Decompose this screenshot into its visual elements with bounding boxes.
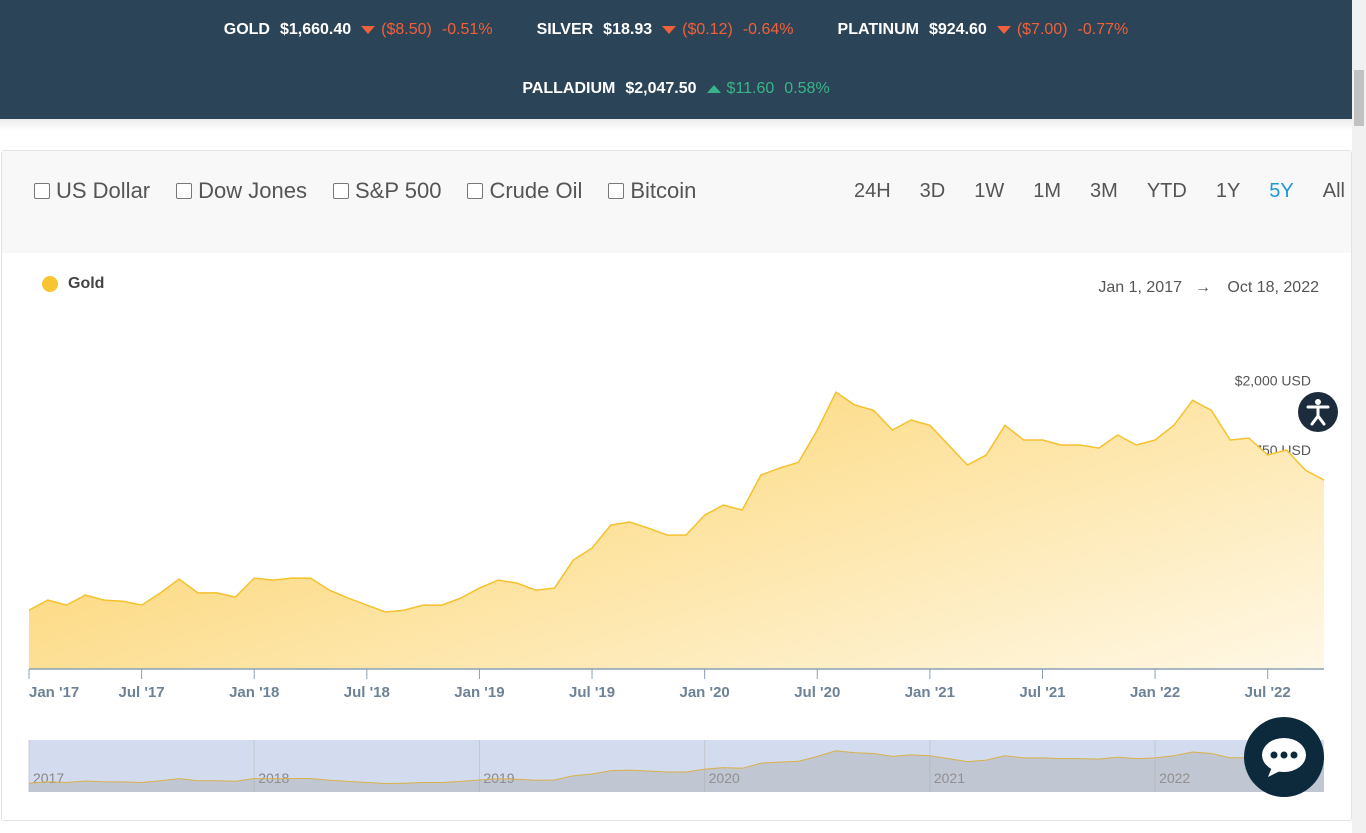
x-tick-label: Jul '21 xyxy=(1019,684,1065,701)
ticker-bar: GOLD $1,660.40 ($8.50) -0.51% SILVER $18.93 ($… xyxy=(0,0,1352,119)
range-button[interactable]: 1Y xyxy=(1215,180,1241,202)
metal-percent: 0.58% xyxy=(784,80,830,97)
x-tick-label: Jan '22 xyxy=(1130,684,1180,701)
navigator-label: 2022 xyxy=(1159,770,1190,786)
ticker-item: GOLD $1,660.40 ($8.50) -0.51% xyxy=(224,21,493,39)
range-button[interactable]: All xyxy=(1322,180,1345,202)
x-tick-label: Jan '17 xyxy=(29,684,79,701)
metal-price: $1,660.40 xyxy=(279,21,352,38)
change-arrow xyxy=(662,26,677,34)
legend-label[interactable]: Gold xyxy=(68,275,104,292)
option-label[interactable]: S&P 500 xyxy=(354,178,442,203)
chat-button[interactable] xyxy=(1242,715,1326,799)
metal-percent: -0.64% xyxy=(742,21,794,38)
scrollbar[interactable] xyxy=(1352,0,1366,833)
header-shadow xyxy=(0,119,1352,131)
ticker-item: PLATINUM $924.60 ($7.00) -0.77% xyxy=(838,21,1129,39)
navigator-label: 2020 xyxy=(709,770,740,786)
compare-option[interactable]: US Dollar xyxy=(34,178,150,204)
x-tick-label: Jan '21 xyxy=(905,684,955,701)
navigator-label: 2019 xyxy=(483,770,514,786)
range-button[interactable]: 24H xyxy=(853,180,891,202)
compare-option[interactable]: Dow Jones xyxy=(176,178,307,204)
checkbox[interactable] xyxy=(34,183,50,199)
legend-dot xyxy=(42,276,58,292)
range-button[interactable]: 1W xyxy=(974,180,1005,202)
navigator-bg xyxy=(29,740,1324,792)
compare-options: US Dollar Dow Jones S&P 500 Crude Oil Bitcoi… xyxy=(34,178,696,204)
option-label[interactable]: Dow Jones xyxy=(198,178,307,203)
ticker-item: SILVER $18.93 ($0.12) -0.64% xyxy=(537,21,794,39)
range-separator: → xyxy=(1195,279,1211,296)
checkbox[interactable] xyxy=(332,183,349,199)
metal-price: $2,047.50 xyxy=(625,80,697,97)
compare-option[interactable]: Bitcoin xyxy=(608,178,696,204)
ticker-row: GOLD $1,660.40 ($8.50) -0.51% SILVER $18.93 ($… xyxy=(0,21,1352,39)
x-tick-label: Jan '20 xyxy=(680,684,730,701)
x-tick-label: Jul '19 xyxy=(569,684,615,701)
metal-price: $924.60 xyxy=(928,21,987,38)
metal-percent: -0.77% xyxy=(1077,21,1129,38)
x-tick-label: Jan '18 xyxy=(229,684,279,701)
metal-change: ($0.12) xyxy=(682,21,733,38)
x-tick-label: Jul '17 xyxy=(119,684,165,701)
date-to: Oct 18, 2022 xyxy=(1227,279,1319,296)
range-button[interactable]: 3D xyxy=(919,180,946,202)
chart-controls: US Dollar Dow Jones S&P 500 Crude Oil Bitcoi… xyxy=(2,151,1351,253)
range-button[interactable]: 1M xyxy=(1033,180,1062,202)
date-from: Jan 1, 2017 xyxy=(1098,279,1182,296)
area xyxy=(29,392,1324,669)
x-tick-label: Jan '19 xyxy=(454,684,504,701)
metal-price: $18.93 xyxy=(603,21,653,38)
metal-name: GOLD xyxy=(223,21,270,38)
option-label[interactable]: Bitcoin xyxy=(630,178,697,203)
x-tick-label: Jul '20 xyxy=(794,684,840,701)
change-arrow xyxy=(706,85,721,93)
line xyxy=(28,391,1325,613)
navigator-label: 2021 xyxy=(934,770,965,786)
range-button[interactable]: YTD xyxy=(1146,180,1187,202)
compare-option[interactable]: S&P 500 xyxy=(332,178,442,204)
metal-change: ($7.00) xyxy=(1016,21,1068,38)
x-tick-label: Jul '18 xyxy=(344,684,390,701)
range-button[interactable]: 5Y xyxy=(1269,180,1294,202)
chart-card: US Dollar Dow Jones S&P 500 Crude Oil Bitcoi… xyxy=(1,150,1352,821)
checkbox[interactable] xyxy=(467,183,484,199)
metal-name: PALLADIUM xyxy=(522,80,616,97)
scroll-thumb[interactable] xyxy=(1354,70,1364,126)
change-arrow xyxy=(996,26,1011,34)
chart: Gold Jan 1, 2017 → Oct 18, 2022 $1,250 U… xyxy=(28,275,1325,792)
metal-change: $11.60 xyxy=(726,80,775,97)
checkbox[interactable] xyxy=(176,183,193,199)
range-buttons: 24H 3D 1W 1M 3M YTD 1Y 5Y All xyxy=(854,180,1345,203)
checkbox[interactable] xyxy=(608,183,625,199)
metal-percent: -0.51% xyxy=(441,21,493,38)
navigator-label: 2018 xyxy=(258,770,289,786)
accessibility-button[interactable] xyxy=(1297,391,1339,433)
ticker-row: PALLADIUM $2,047.50 $11.60 0.58% xyxy=(0,80,1352,98)
option-label[interactable]: Crude Oil xyxy=(489,178,583,203)
option-label[interactable]: US Dollar xyxy=(56,178,151,203)
y-tick-label: $2,000 USD xyxy=(1235,372,1311,388)
metal-name: PLATINUM xyxy=(837,21,919,38)
navigator-line xyxy=(28,750,1325,785)
metal-change: ($8.50) xyxy=(381,21,432,38)
change-arrow xyxy=(361,26,376,34)
metal-name: SILVER xyxy=(536,21,594,38)
x-tick-label: Jul '22 xyxy=(1245,684,1291,701)
compare-option[interactable]: Crude Oil xyxy=(467,178,582,204)
ticker-item: PALLADIUM $2,047.50 $11.60 0.58% xyxy=(522,80,829,98)
range-button[interactable]: 3M xyxy=(1090,180,1118,202)
